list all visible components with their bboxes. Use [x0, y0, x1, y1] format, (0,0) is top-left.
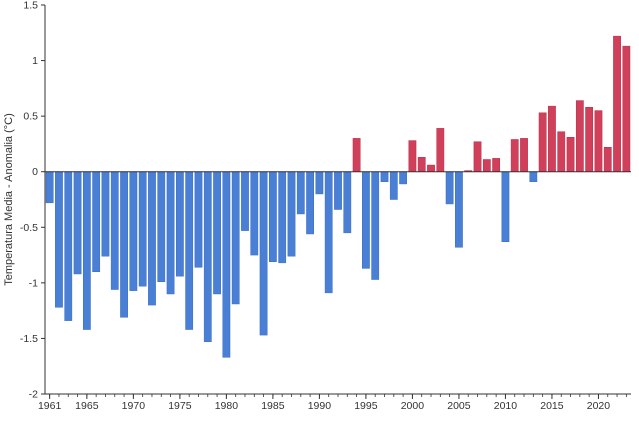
- bar-1971: [138, 171, 147, 287]
- bar-1962: [55, 171, 63, 308]
- y-axis: -2 -1.5 -1 -0.5 0 0.5 1 1.5: [20, 0, 46, 401]
- bar-1979: [213, 171, 221, 295]
- x-tick-label: 1995: [354, 400, 378, 412]
- x-tick-label: 2020: [587, 400, 611, 412]
- bar-1970: [129, 171, 138, 291]
- bar-2021: [603, 147, 612, 172]
- bar-1994: [352, 138, 361, 172]
- bar-2017: [566, 137, 575, 172]
- bar-2019: [585, 107, 594, 172]
- bar-2008: [482, 159, 491, 172]
- y-tick-label: 0.5: [23, 111, 38, 123]
- x-tick-label: 1965: [75, 400, 99, 412]
- bar-1990: [315, 171, 324, 195]
- bar-1985: [269, 171, 277, 262]
- x-tick-label: 1970: [122, 400, 146, 412]
- bar-2002: [427, 164, 435, 172]
- bar-2000: [408, 140, 417, 172]
- x-tick-label: 1980: [215, 400, 239, 412]
- bar-1975: [176, 171, 184, 277]
- bar-1993: [343, 171, 352, 234]
- bar-2018: [575, 100, 584, 172]
- bar-1998: [389, 171, 398, 200]
- bar-2012: [520, 138, 528, 172]
- bar-2016: [557, 131, 566, 172]
- bar-2015: [548, 105, 556, 172]
- bar-1966: [92, 171, 101, 272]
- bar-2005: [455, 171, 463, 248]
- bar-1997: [380, 171, 389, 182]
- x-tick-label: 1961: [38, 400, 62, 412]
- bar-1977: [194, 171, 203, 268]
- y-tick-label: 1.5: [23, 0, 38, 12]
- y-tick-label: 0: [32, 166, 38, 178]
- bar-2001: [417, 157, 426, 172]
- bars-group: [45, 35, 631, 358]
- x-tick-label: 1985: [261, 400, 285, 412]
- bar-2013: [529, 171, 538, 182]
- bar-1964: [73, 171, 82, 275]
- bar-1968: [110, 171, 119, 290]
- bar-1973: [157, 171, 166, 282]
- y-axis-title: Temperatura Media - Anomalia (°C): [3, 113, 15, 286]
- bar-2004: [445, 171, 454, 205]
- bar-1961: [45, 171, 54, 204]
- x-tick-label: 1975: [168, 400, 192, 412]
- y-tick-label: 1: [32, 55, 38, 67]
- bar-1989: [306, 171, 314, 235]
- bar-1988: [296, 171, 305, 215]
- x-tick-label: 2005: [447, 400, 471, 412]
- bar-1983: [250, 171, 259, 256]
- bar-1978: [203, 171, 212, 343]
- bar-2010: [501, 171, 510, 242]
- bar-1991: [324, 171, 333, 294]
- bar-2003: [436, 128, 445, 172]
- bar-1963: [64, 171, 73, 321]
- y-tick-label: -0.5: [20, 222, 38, 234]
- y-tick-label: -1: [29, 277, 38, 289]
- bar-1972: [148, 171, 156, 306]
- bar-2023: [622, 45, 631, 172]
- bar-1986: [278, 171, 287, 264]
- bar-2020: [594, 110, 603, 172]
- bar-1996: [371, 171, 380, 280]
- bar-1969: [120, 171, 128, 318]
- bar-2022: [613, 35, 621, 172]
- x-tick-label: 2015: [540, 400, 564, 412]
- x-axis: 1961 1965 1970 1975 1980 1985 1990 1995 2000 2005…: [38, 393, 631, 412]
- bar-2009: [492, 158, 501, 172]
- bar-1967: [101, 171, 110, 257]
- x-tick-label: 1990: [308, 400, 332, 412]
- y-tick-label: -1.5: [20, 333, 38, 345]
- bar-1980: [222, 171, 231, 358]
- bar-2011: [510, 139, 519, 172]
- bar-1982: [241, 171, 249, 231]
- y-tick-label: -2: [29, 389, 38, 401]
- bar-1974: [166, 171, 175, 295]
- bar-1992: [334, 171, 342, 210]
- bar-1995: [362, 171, 370, 269]
- bar-2014: [538, 112, 547, 172]
- bar-1984: [259, 171, 268, 336]
- bar-1976: [185, 171, 194, 330]
- x-tick-label: 2000: [401, 400, 425, 412]
- bar-1965: [82, 171, 91, 330]
- bar-1981: [231, 171, 240, 305]
- bar-1987: [287, 171, 296, 257]
- bar-2007: [473, 141, 482, 172]
- bar-1999: [399, 171, 407, 185]
- x-tick-label: 2010: [494, 400, 518, 412]
